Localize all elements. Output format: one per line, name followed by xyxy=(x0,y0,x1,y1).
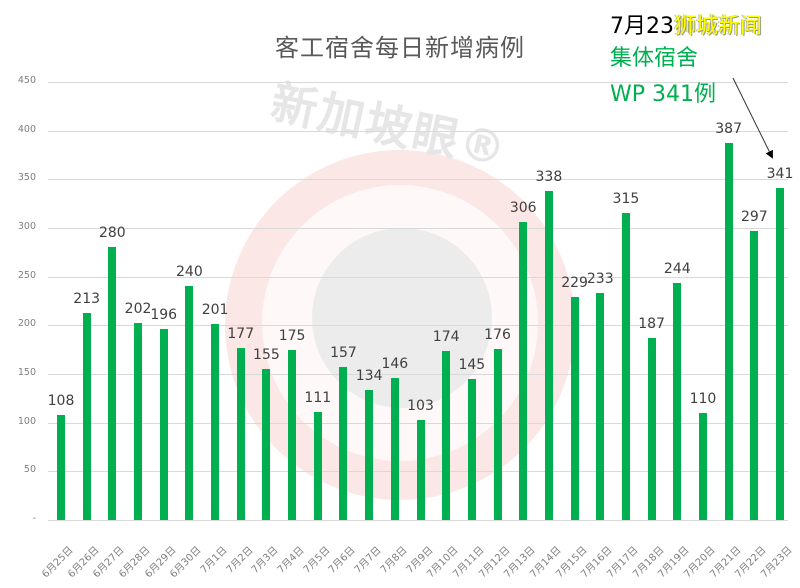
bar-value-label: 196 xyxy=(150,307,178,324)
y-tick-label: 250 xyxy=(17,269,36,281)
bar xyxy=(262,369,271,520)
bar-value-label: 103 xyxy=(407,397,434,414)
bar-value-label: 244 xyxy=(663,260,691,277)
bar-value-label: 240 xyxy=(176,264,203,281)
bar xyxy=(236,347,245,520)
bar xyxy=(82,312,91,520)
bar xyxy=(570,297,579,520)
chart-canvas: 新加坡眼® 客工宿舍每日新增病例 -50 100 150 200 250 300 350 40… xyxy=(17,12,795,580)
bar xyxy=(134,323,143,520)
y-tick-label: - xyxy=(32,513,36,524)
y-tick-label: 400 xyxy=(17,123,36,135)
bar-value-label: 306 xyxy=(509,200,537,217)
annotation-dormitory: 集体宿舍 xyxy=(610,46,699,71)
bar-value-label: 315 xyxy=(612,191,640,208)
bar-value-label: 387 xyxy=(715,121,742,138)
bar-value-label: 297 xyxy=(740,208,768,225)
y-tick-label: 100 xyxy=(17,415,36,427)
annotation-count: WP 341例 xyxy=(610,82,717,107)
bar xyxy=(390,377,399,520)
bar xyxy=(647,337,656,520)
bar xyxy=(159,329,168,520)
bar xyxy=(288,349,297,520)
y-tick-label: 450 xyxy=(17,75,36,86)
bar xyxy=(108,247,117,520)
y-tick-label: 300 xyxy=(17,221,36,232)
bar xyxy=(724,143,733,520)
bar xyxy=(698,412,707,520)
bar xyxy=(365,389,374,520)
bar-value-label: 175 xyxy=(278,327,306,344)
y-tick-label: 50 xyxy=(23,464,36,476)
bar-value-label: 177 xyxy=(227,325,255,342)
bar xyxy=(750,230,759,520)
bar-value-label: 233 xyxy=(586,271,614,288)
y-tick-label: 350 xyxy=(17,172,36,184)
bar xyxy=(673,282,682,520)
bar xyxy=(519,222,528,520)
bar-value-label: 110 xyxy=(689,390,717,407)
gridline xyxy=(48,325,788,327)
bar-value-label: 280 xyxy=(98,225,126,242)
bar-value-label: 134 xyxy=(355,367,383,384)
bar-value-label: 108 xyxy=(47,392,75,409)
bar-value-label: 155 xyxy=(253,347,280,364)
annotation-arrow-icon xyxy=(732,77,773,159)
bar-value-label: 341 xyxy=(766,166,794,183)
bar xyxy=(442,350,451,520)
bar-value-label: 187 xyxy=(638,315,665,332)
chart-title: 客工宿舍每日新增病例 xyxy=(275,34,525,62)
gridline xyxy=(48,179,788,181)
bar xyxy=(313,411,322,520)
bar xyxy=(776,188,784,520)
bar xyxy=(544,191,553,520)
bar xyxy=(339,367,348,520)
bar-value-label: 229 xyxy=(561,275,588,292)
bar xyxy=(416,419,425,520)
bar-value-label: 338 xyxy=(535,169,563,185)
gridline xyxy=(48,276,788,278)
bar xyxy=(57,414,65,520)
bar xyxy=(596,293,605,520)
y-tick-label: 200 xyxy=(17,318,36,330)
bar xyxy=(185,286,194,520)
annotation-date: 7月23 xyxy=(610,14,674,39)
gridline xyxy=(48,130,788,132)
bar-value-label: 174 xyxy=(432,328,460,345)
annotation-date-line: 7月23狮城新闻 xyxy=(610,12,762,42)
gridline xyxy=(48,374,788,375)
bar-value-label: 202 xyxy=(124,301,152,318)
gridline xyxy=(48,520,788,521)
bar xyxy=(621,213,630,520)
gridline xyxy=(48,228,788,229)
bar xyxy=(211,324,220,520)
bar-value-label: 176 xyxy=(484,326,511,343)
bar-value-label: 157 xyxy=(330,345,357,362)
gridline xyxy=(48,82,788,83)
bar-value-label: 145 xyxy=(458,356,486,373)
bar-value-label: 201 xyxy=(201,302,229,319)
annotation-brand: 狮城新闻 xyxy=(674,14,763,39)
bar-value-label: 213 xyxy=(73,290,101,307)
bar-value-label: 111 xyxy=(304,389,332,406)
bar xyxy=(493,348,502,520)
bar xyxy=(467,378,476,520)
bar-value-label: 146 xyxy=(381,355,409,372)
y-tick-label: 150 xyxy=(17,367,36,378)
